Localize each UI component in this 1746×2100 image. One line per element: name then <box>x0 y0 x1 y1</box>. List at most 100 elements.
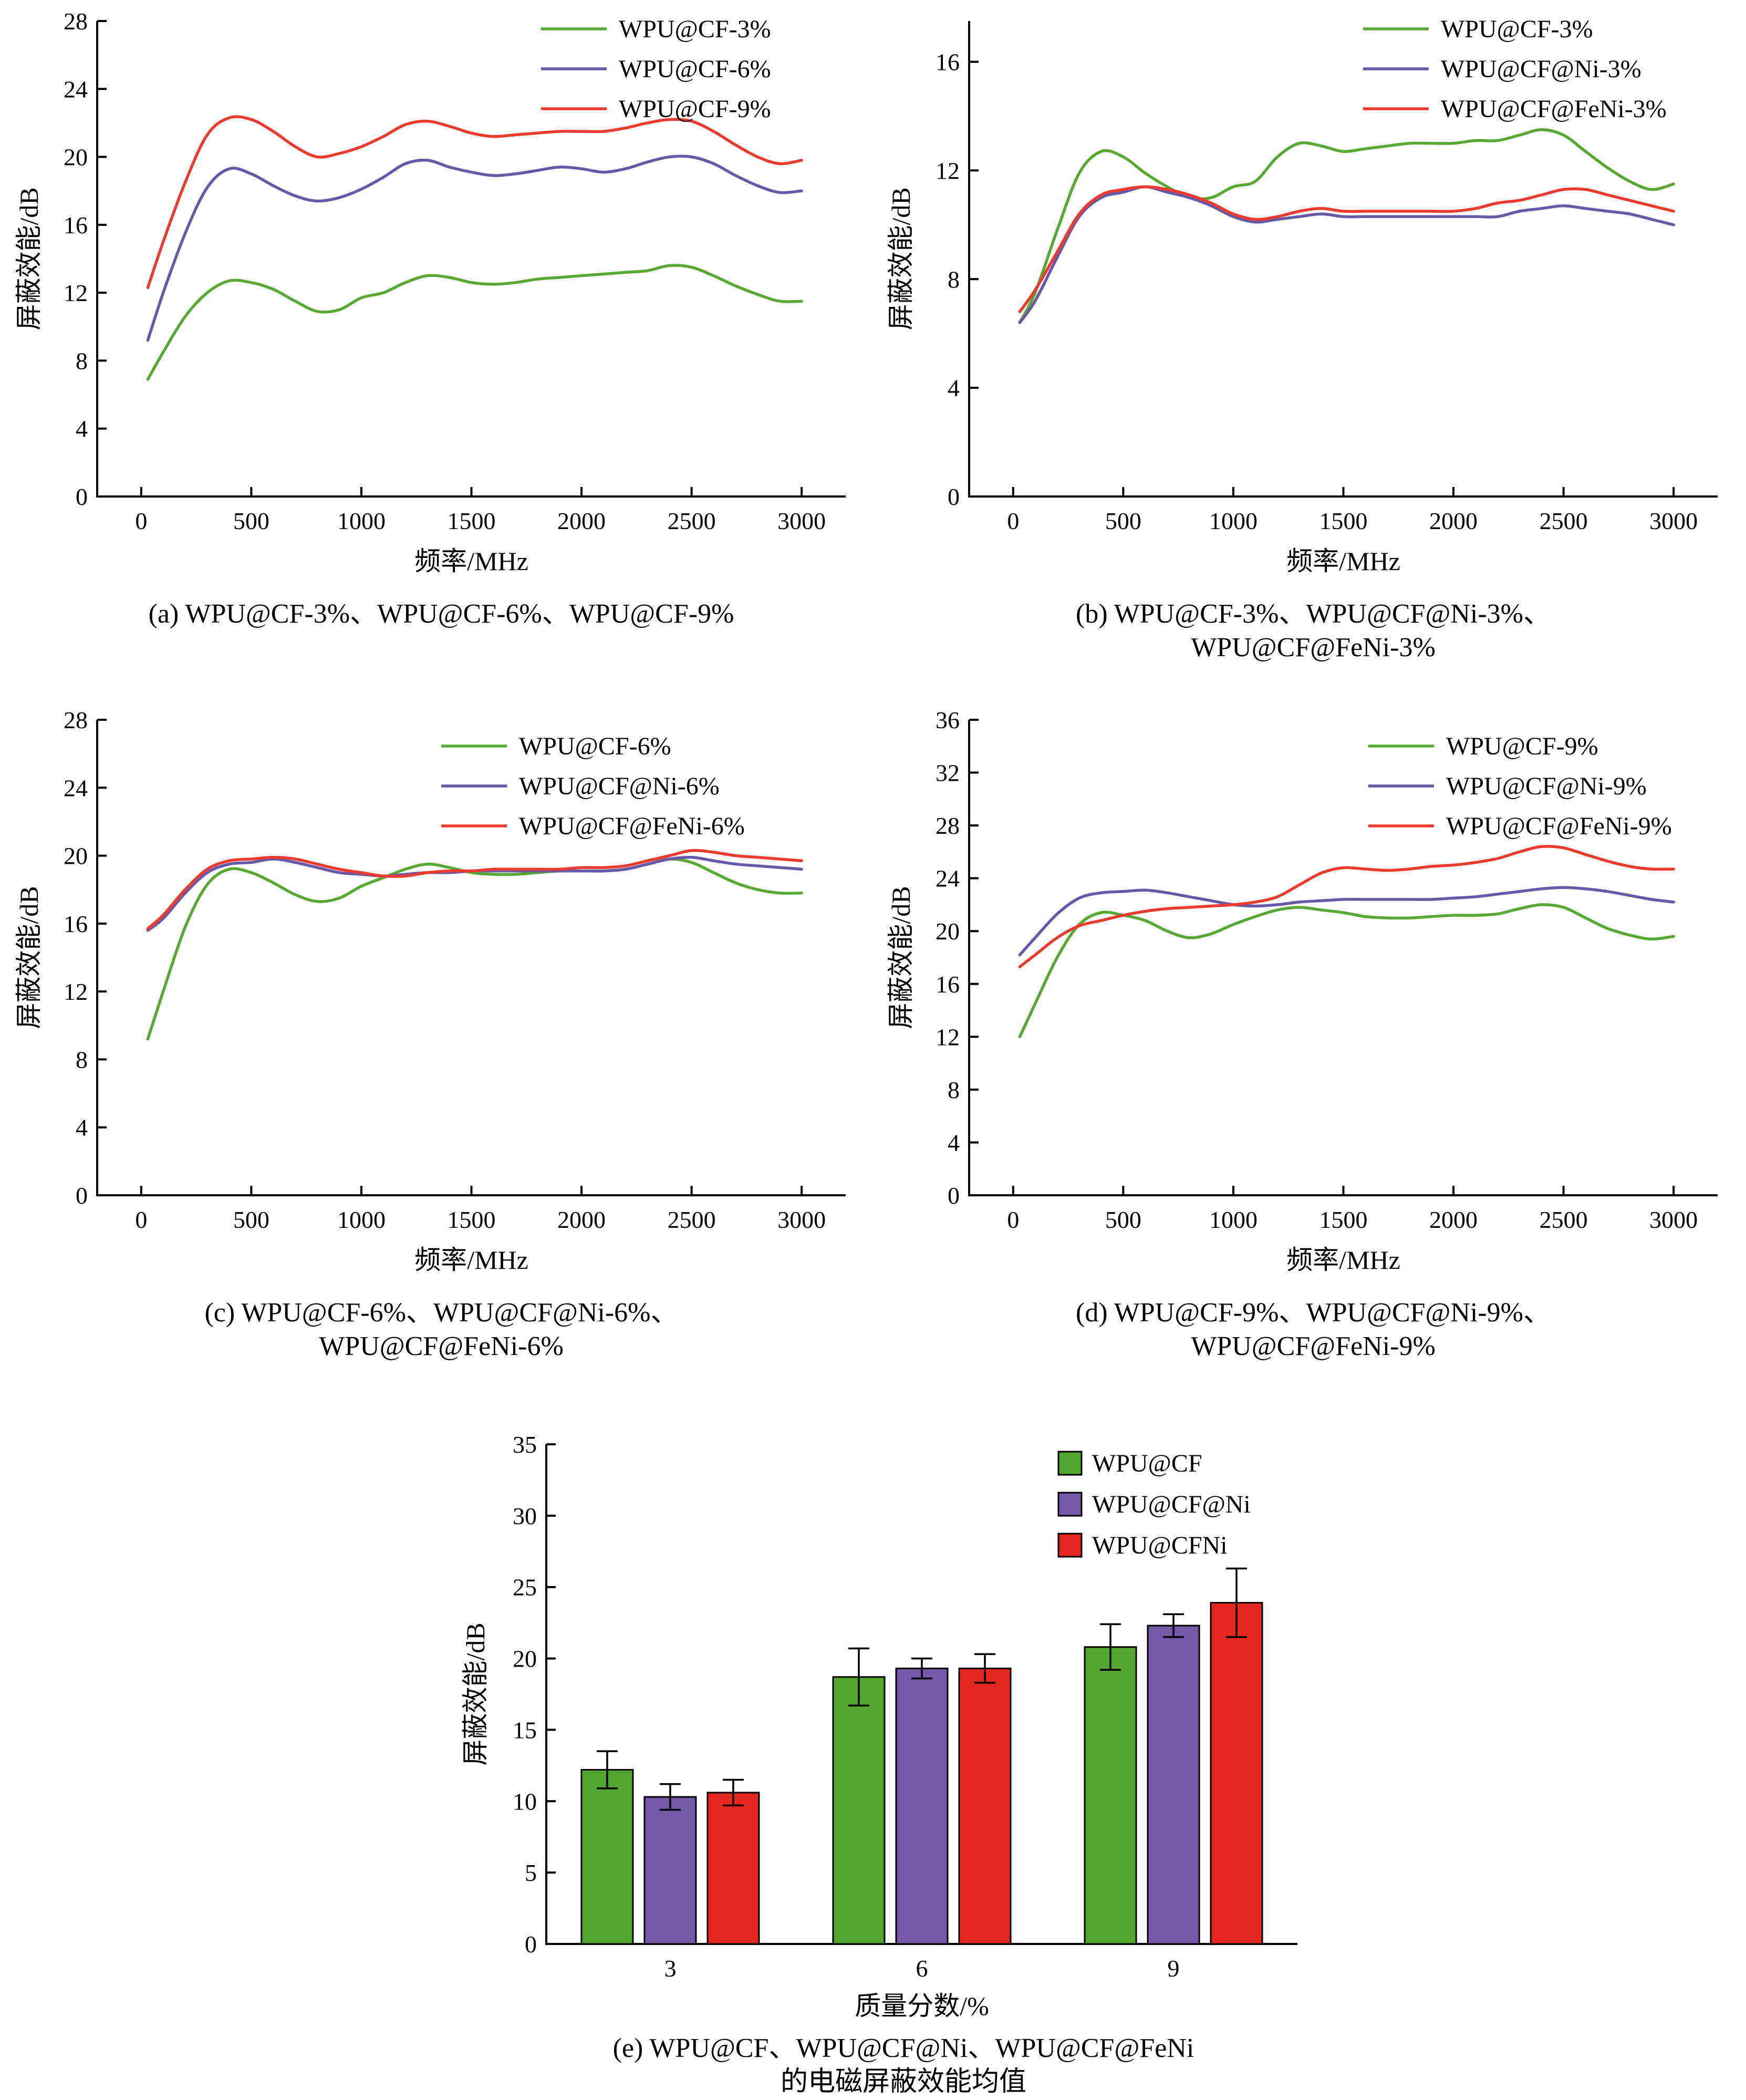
panel-e: 0 5 10 15 20 25 30 35 3 6 9 质量分数/% 屏蔽效能/dB WPU@CF WPU@… <box>457 1426 1350 2099</box>
text-label: 1000 <box>337 508 386 534</box>
text-label: 频率/MHz <box>414 1245 528 1275</box>
chart-d-line-plot: 0 4 8 12 16 20 24 28 32 36 0 500 1000 1500 2000 2500 300… <box>886 707 1718 1275</box>
legend: WPU@CF-3% WPU@CF-6% WPU@CF-9% <box>541 15 771 123</box>
text-label: 12 <box>64 280 88 306</box>
bar-WPU@CF-9 <box>1084 1646 1137 1945</box>
caption-d: (d) WPU@CF-9%、WPU@CF@Ni-9%、 WPU@CF@FeNi-… <box>882 1296 1744 1363</box>
text-label: 1500 <box>448 1206 496 1233</box>
bar-WPU@CF-6 <box>832 1676 886 1945</box>
text-label: 频率/MHz <box>1286 546 1400 576</box>
text-label: 4 <box>76 1114 88 1141</box>
text-label: 1500 <box>448 508 496 534</box>
text-label: 12 <box>936 157 960 184</box>
text-label: 10 <box>513 1788 537 1815</box>
text-label: 0 <box>135 1206 147 1233</box>
bar-WPU@CF@Ni-9 <box>1147 1625 1200 1945</box>
text-label: 28 <box>936 812 960 839</box>
series-line-WPU@CF@Ni-3% <box>1018 185 1675 324</box>
text-label: 屏蔽效能/dB <box>886 187 916 330</box>
text-label: 3 <box>664 1955 676 1982</box>
legend: WPU@CF-9% WPU@CF@Ni-9% WPU@CF@FeNi-9% <box>1368 732 1672 840</box>
text-label: 20 <box>64 144 88 171</box>
plot-area-e: 0 5 10 15 20 25 30 35 3 6 9 质量分数/% 屏蔽效能/dB <box>461 1431 1297 2021</box>
text-label: 0 <box>135 508 147 534</box>
caption-c-line2: WPU@CF@FeNi-6% <box>319 1331 564 1361</box>
text-label: WPU@CF@FeNi-6% <box>519 812 745 840</box>
text-label: 2500 <box>668 1206 716 1233</box>
plot-area-c: 0 4 8 12 16 20 24 28 0 500 1000 1500 2000 2500 3000 频率/… <box>14 707 846 1275</box>
text-label: 2000 <box>557 1206 606 1233</box>
text-label: WPU@CF <box>1092 1450 1202 1477</box>
text-label: 24 <box>64 76 88 102</box>
text-label: WPU@CF-9% <box>619 95 771 123</box>
series-line-WPU@CF-3% <box>146 264 803 381</box>
text-label: 2500 <box>1540 1206 1588 1233</box>
caption-e-line2: 的电磁屏蔽效能均值 <box>780 2067 1026 2097</box>
text-label: 屏蔽效能/dB <box>461 1622 490 1765</box>
text-label: 16 <box>936 49 960 76</box>
text-label: 3000 <box>1649 508 1698 534</box>
text-label: 25 <box>513 1574 537 1601</box>
text-label: 30 <box>513 1503 537 1529</box>
text-label: 0 <box>948 483 960 510</box>
text-label: 2500 <box>1540 508 1588 534</box>
text-label: 24 <box>936 865 960 892</box>
text-label: WPU@CF-3% <box>619 15 771 43</box>
panel-a: 0 4 8 12 16 20 24 28 0 500 1000 1500 2000 2500 3000 频率/… <box>11 8 872 631</box>
series-line-WPU@CF-9% <box>146 115 803 289</box>
text-label: 12 <box>64 978 88 1005</box>
text-label: 4 <box>948 375 960 401</box>
bar-WPU@CFNi-6 <box>958 1668 1012 1945</box>
text-label: 32 <box>936 760 960 787</box>
axes <box>968 21 1718 498</box>
text-label: WPU@CF@FeNi-9% <box>1446 812 1672 840</box>
text-label: 20 <box>64 843 88 870</box>
text-label: 1000 <box>1209 1206 1257 1233</box>
text-label: 8 <box>76 1046 88 1073</box>
caption-e: (e) WPU@CF、WPU@CF@Ni、WPU@CF@FeNi 的电磁屏蔽效能… <box>457 2032 1350 2099</box>
text-label: 16 <box>936 971 960 998</box>
caption-d-line1: (d) WPU@CF-9%、WPU@CF@Ni-9%、 <box>1076 1298 1551 1328</box>
plot-area-d: 0 4 8 12 16 20 24 28 32 36 0 500 1000 1500 2000 2500 300… <box>886 707 1718 1275</box>
caption-c: (c) WPU@CF-6%、WPU@CF@Ni-6%、 WPU@CF@FeNi-… <box>11 1296 872 1363</box>
text-label: 3000 <box>777 508 826 534</box>
legend-swatch-WPU@CF <box>1057 1451 1083 1476</box>
text-label: 3000 <box>777 1206 826 1233</box>
text-label: WPU@CF@FeNi-3% <box>1441 95 1667 123</box>
text-label: 屏蔽效能/dB <box>886 886 916 1029</box>
text-label: 28 <box>64 8 88 35</box>
text-label: 0 <box>1007 508 1019 534</box>
text-label: 1000 <box>1209 508 1257 534</box>
text-label: WPU@CF-3% <box>1441 15 1593 43</box>
text-label: 5 <box>525 1859 537 1886</box>
bar-WPU@CF-3 <box>580 1769 634 1945</box>
bar-WPU@CFNi-3 <box>706 1792 760 1945</box>
chart-a-line-plot: 0 4 8 12 16 20 24 28 0 500 1000 1500 2000 2500 3000 频率/… <box>14 8 846 576</box>
text-label: WPU@CF@Ni-9% <box>1446 772 1647 800</box>
text-label: 500 <box>233 508 269 534</box>
text-label: 屏蔽效能/dB <box>14 187 44 330</box>
axes <box>96 21 846 498</box>
text-label: 0 <box>525 1931 537 1958</box>
series-line-WPU@CF@FeNi-9% <box>1018 845 1675 968</box>
text-label: 频率/MHz <box>1286 1245 1400 1275</box>
text-label: 20 <box>513 1646 537 1672</box>
text-label: 8 <box>76 347 88 374</box>
text-label: 9 <box>1168 1955 1180 1982</box>
plot-area-b: 0 4 8 12 16 0 500 1000 1500 2000 2500 3000 频率/MHz 屏蔽效… <box>886 21 1718 576</box>
caption-a-line1: (a) WPU@CF-3%、WPU@CF-6%、WPU@CF-9% <box>148 599 734 629</box>
caption-b-line2: WPU@CF@FeNi-3% <box>1191 633 1436 663</box>
series-line-WPU@CF@FeNi-3% <box>1018 185 1675 314</box>
panel-b: 0 4 8 12 16 0 500 1000 1500 2000 2500 3000 频率/MHz 屏蔽效… <box>882 8 1744 665</box>
text-label: 4 <box>948 1129 960 1156</box>
text-label: 36 <box>936 707 960 733</box>
text-label: 2500 <box>668 508 716 534</box>
bar-WPU@CFNi-9 <box>1210 1602 1263 1945</box>
text-label: 2000 <box>557 508 606 534</box>
text-label: 6 <box>916 1955 928 1982</box>
series-line-WPU@CF-6% <box>146 154 803 342</box>
text-label: 35 <box>513 1431 537 1458</box>
bar-WPU@CF@Ni-3 <box>643 1796 697 1945</box>
text-label: 500 <box>233 1206 269 1233</box>
